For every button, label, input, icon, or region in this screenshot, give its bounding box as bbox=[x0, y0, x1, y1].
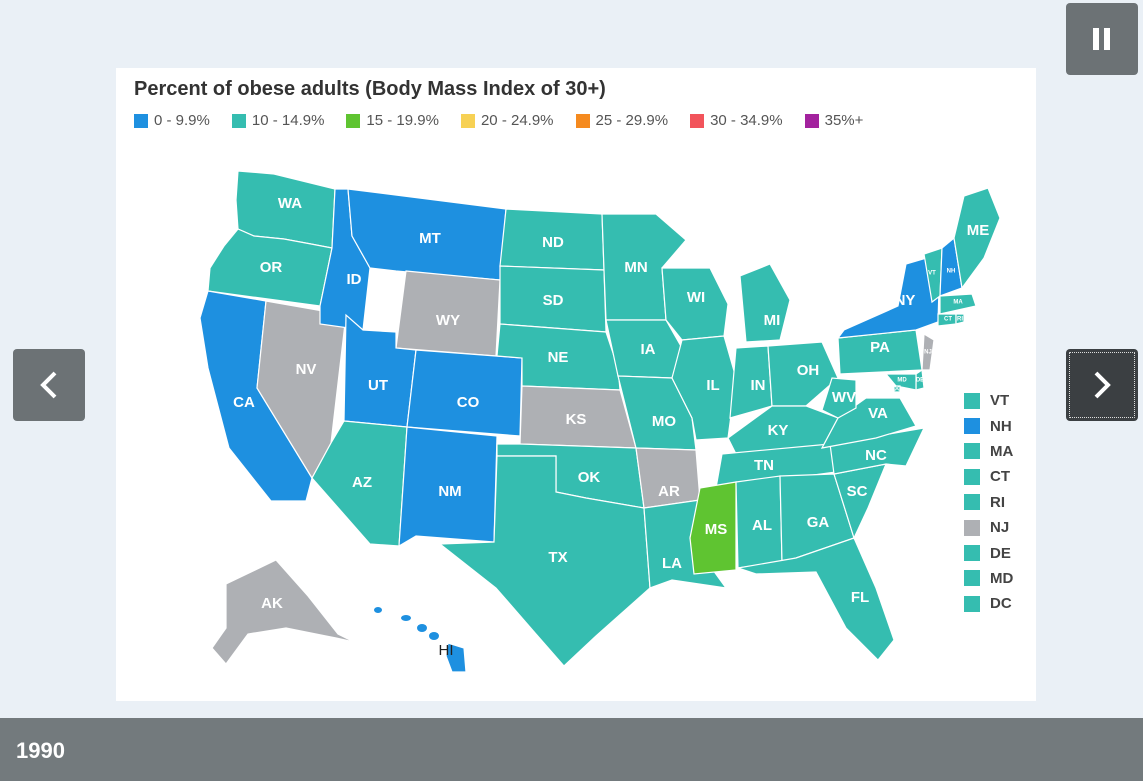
state-me[interactable] bbox=[953, 187, 1001, 290]
legend-item: 35%+ bbox=[804, 112, 864, 129]
state-fl[interactable] bbox=[737, 537, 895, 661]
small-state-legend-de: DE bbox=[964, 540, 1013, 565]
state-co[interactable] bbox=[406, 349, 523, 437]
legend-swatch bbox=[690, 113, 705, 128]
state-wy[interactable] bbox=[395, 270, 501, 357]
legend-label: 30 - 34.9% bbox=[710, 112, 783, 129]
legend-item: 10 - 14.9% bbox=[231, 112, 325, 129]
state-ms[interactable] bbox=[689, 481, 737, 575]
small-state-legend-nj: NJ bbox=[964, 515, 1013, 540]
legend-item: 0 - 9.9% bbox=[134, 112, 210, 129]
legend-label: 20 - 24.9% bbox=[480, 112, 554, 129]
small-state-legend-ma: MA bbox=[964, 439, 1013, 464]
small-state-legend-dc: DC bbox=[964, 591, 1013, 616]
state-mi[interactable] bbox=[739, 263, 791, 343]
legend-swatch bbox=[964, 519, 980, 536]
state-nd[interactable] bbox=[499, 208, 605, 271]
slide-caption-year: 1990 bbox=[16, 738, 65, 763]
small-state-legend-md: MD bbox=[964, 566, 1013, 591]
state-il[interactable] bbox=[671, 335, 737, 441]
state-hi-island bbox=[401, 615, 411, 621]
legend-swatch bbox=[964, 443, 980, 460]
small-state-legend-ct: CT bbox=[964, 464, 1013, 489]
legend-swatch bbox=[134, 113, 148, 128]
legend-swatch bbox=[964, 545, 980, 562]
state-md[interactable] bbox=[884, 373, 917, 391]
state-sd[interactable] bbox=[499, 265, 607, 333]
legend-swatch bbox=[964, 570, 980, 587]
pause-button[interactable] bbox=[1066, 3, 1138, 75]
state-mo[interactable] bbox=[617, 375, 697, 451]
state-code: DC bbox=[990, 595, 1012, 613]
legend-swatch bbox=[231, 113, 246, 128]
state-ia[interactable] bbox=[605, 319, 683, 379]
state-ks[interactable] bbox=[519, 385, 637, 449]
previous-slide-button[interactable] bbox=[13, 349, 85, 421]
legend-label: 25 - 29.9% bbox=[595, 112, 669, 129]
small-state-legend-nh: NH bbox=[964, 413, 1013, 438]
legend-swatch bbox=[804, 113, 819, 128]
state-code: CT bbox=[990, 468, 1010, 486]
legend-swatch bbox=[964, 418, 980, 435]
pause-icon bbox=[1093, 28, 1110, 50]
legend-swatch bbox=[964, 595, 980, 612]
state-code: VT bbox=[990, 392, 1010, 410]
legend-label: 0 - 9.9% bbox=[154, 112, 210, 129]
state-tx[interactable] bbox=[438, 455, 651, 667]
state-code: MD bbox=[990, 569, 1014, 587]
state-ri[interactable] bbox=[955, 313, 965, 325]
legend-swatch bbox=[964, 468, 980, 485]
state-in[interactable] bbox=[729, 345, 773, 419]
state-wv[interactable] bbox=[821, 377, 857, 419]
state-ny[interactable] bbox=[836, 253, 941, 339]
state-hi-island bbox=[374, 607, 382, 613]
legend-swatch bbox=[964, 392, 980, 409]
chevron-left-icon bbox=[40, 371, 57, 399]
legend-swatch bbox=[575, 113, 590, 128]
state-de[interactable] bbox=[915, 368, 925, 391]
state-hi-island bbox=[429, 632, 439, 640]
color-legend: 0 - 9.9% 10 - 14.9% 15 - 19.9% 20 - 24.9% 25… bbox=[134, 112, 863, 129]
state-dc[interactable] bbox=[893, 385, 901, 393]
state-ak[interactable] bbox=[211, 559, 355, 665]
state-code: RI bbox=[990, 493, 1005, 511]
legend-item: 25 - 29.9% bbox=[575, 112, 669, 129]
legend-swatch bbox=[460, 113, 475, 128]
next-slide-button[interactable] bbox=[1066, 349, 1138, 421]
state-code: MA bbox=[990, 442, 1014, 460]
small-state-legend-vt: VT bbox=[964, 388, 1013, 413]
state-hi[interactable] bbox=[445, 642, 467, 673]
state-code: NJ bbox=[990, 519, 1010, 537]
state-code: DE bbox=[990, 544, 1011, 562]
state-code: NH bbox=[990, 417, 1012, 435]
map-title: Percent of obese adults (Body Mass Index… bbox=[134, 78, 606, 100]
state-mt[interactable] bbox=[347, 188, 507, 281]
small-state-legend-ri: RI bbox=[964, 490, 1013, 515]
legend-label: 35%+ bbox=[824, 112, 864, 129]
state-nc[interactable] bbox=[829, 427, 926, 475]
state-hi-island bbox=[417, 624, 427, 632]
state-nj[interactable] bbox=[921, 332, 935, 371]
legend-item: 30 - 34.9% bbox=[690, 112, 783, 129]
legend-swatch bbox=[346, 113, 361, 128]
map-card: WA OR CA NV ID MT WY UT CO AZ NM ND SD NE KS OK TX MN IA MO… bbox=[116, 68, 1036, 701]
chevron-right-icon bbox=[1094, 371, 1111, 399]
legend-item: 20 - 24.9% bbox=[460, 112, 554, 129]
state-al[interactable] bbox=[735, 475, 783, 569]
state-oh[interactable] bbox=[767, 341, 839, 407]
caption-bar: 1990 bbox=[0, 718, 1143, 781]
state-ma[interactable] bbox=[939, 293, 977, 315]
legend-label: 15 - 19.9% bbox=[366, 112, 439, 129]
small-states-legend: VT NH MA CT RI NJ DE MD DC bbox=[964, 388, 1013, 617]
legend-label: 10 - 14.9% bbox=[251, 112, 325, 129]
legend-swatch bbox=[964, 494, 980, 511]
us-map: WAORCANVIDMTWYUTCOAZNMNDSDNEKSOKTXMNIAMO… bbox=[199, 170, 1001, 673]
state-nm[interactable] bbox=[398, 426, 498, 548]
state-ct[interactable] bbox=[937, 313, 957, 327]
legend-item: 15 - 19.9% bbox=[346, 112, 439, 129]
state-ar[interactable] bbox=[635, 447, 701, 509]
